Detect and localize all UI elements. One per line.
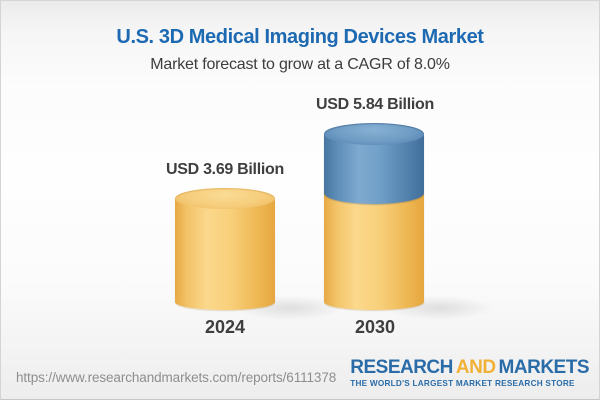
category-label-2030: 2030 — [354, 317, 396, 337]
logo-word-research: RESEARCH — [350, 357, 453, 378]
header: U.S. 3D Medical Imaging Devices Market M… — [1, 1, 599, 74]
bar-2030-blue-segment — [324, 134, 424, 204]
research-and-markets-logo: RESEARCH AND MARKETS THE WORLD'S LARGEST M… — [350, 358, 589, 388]
logo-wordmark: RESEARCH AND MARKETS — [350, 358, 589, 377]
logo-word-markets: MARKETS — [498, 357, 590, 378]
bar-2030-top-cap — [324, 123, 424, 145]
category-label-2024: 2024 — [204, 317, 246, 337]
bar-2030-gold-segment — [324, 193, 424, 310]
bar-2024-gold-segment — [175, 198, 275, 310]
value-label-2030: USD 5.84 Billion — [316, 96, 434, 113]
bar-2024-top-cap — [175, 188, 275, 209]
chart-subtitle: Market forecast to grow at a CAGR of 8.0… — [150, 56, 450, 73]
chart-title: U.S. 3D Medical Imaging Devices Market — [116, 26, 484, 48]
value-label-2024: USD 3.69 Billion — [166, 161, 284, 178]
report-url: https://www.researchandmarkets.com/repor… — [16, 370, 337, 385]
logo-tagline: THE WORLD'S LARGEST MARKET RESEARCH STOR… — [350, 379, 575, 388]
logo-word-and: AND — [455, 357, 496, 378]
